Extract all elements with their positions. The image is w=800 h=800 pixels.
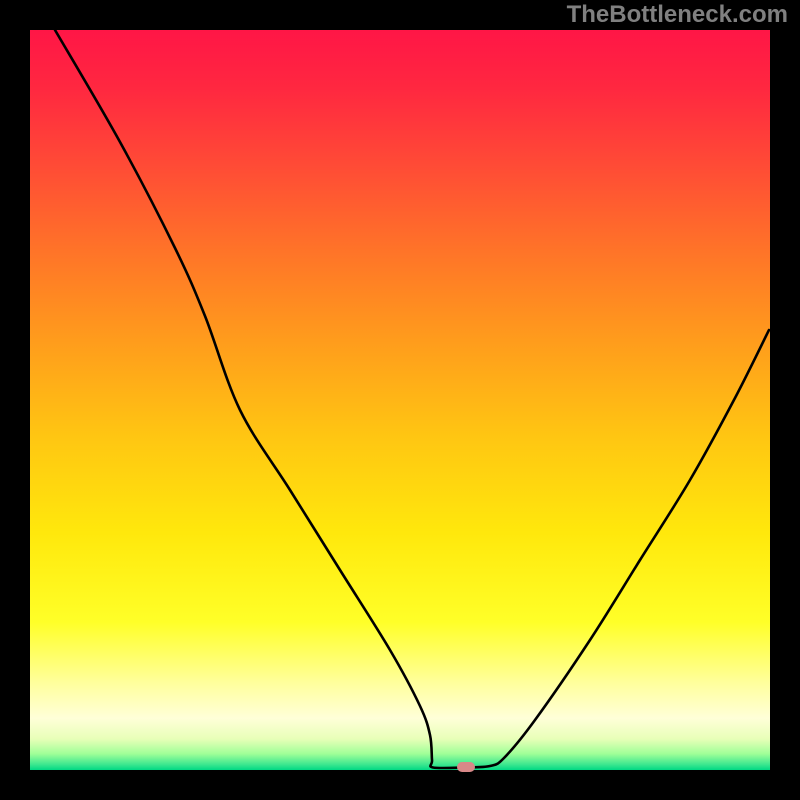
optimal-point-marker — [457, 762, 475, 772]
plot-area-gradient — [30, 30, 770, 770]
chart-stage: TheBottleneck.com — [0, 0, 800, 800]
bottleneck-chart — [0, 0, 800, 800]
attribution-label: TheBottleneck.com — [567, 1, 788, 29]
